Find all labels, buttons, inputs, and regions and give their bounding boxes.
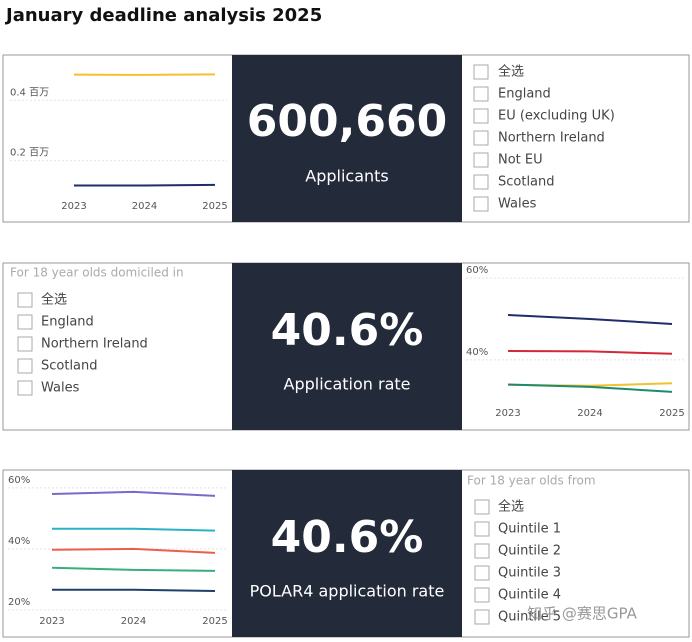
checkbox[interactable] — [17, 380, 33, 396]
x-tick-label: 2024 — [577, 408, 602, 419]
filter-option[interactable]: Wales — [41, 381, 80, 396]
filter-option[interactable]: Quintile 4 — [498, 588, 561, 603]
checkbox[interactable] — [473, 152, 489, 168]
x-tick-label: 2025 — [202, 616, 227, 627]
checkbox[interactable] — [474, 543, 490, 559]
filter-option[interactable]: England — [41, 315, 94, 330]
filter-option[interactable]: Northern Ireland — [41, 337, 148, 352]
line — [73, 73, 216, 76]
checkbox[interactable] — [473, 86, 489, 102]
filter-option[interactable]: Quintile 5 — [498, 610, 561, 625]
x-tick-label: 2025 — [202, 201, 227, 212]
page-title: January deadline analysis 2025 — [4, 5, 322, 26]
y-tick-label: 20% — [8, 597, 30, 608]
x-tick-label: 2023 — [495, 408, 520, 419]
checkbox[interactable] — [473, 64, 489, 80]
y-tick-label: 40% — [8, 536, 30, 547]
y-tick-label: 0.4 百万 — [10, 86, 49, 98]
x-tick-label: 2024 — [121, 616, 146, 627]
checkbox[interactable] — [474, 521, 490, 537]
checkbox[interactable] — [474, 499, 490, 515]
filter-option[interactable]: 全选 — [498, 64, 524, 80]
checkbox[interactable] — [474, 609, 490, 625]
filter-option[interactable]: Quintile 1 — [498, 522, 561, 537]
kpi-card — [232, 470, 462, 637]
checkbox[interactable] — [474, 565, 490, 581]
kpi-value: 40.6% — [271, 512, 424, 563]
kpi-card — [232, 263, 462, 430]
y-tick-label: 0.2 百万 — [10, 147, 49, 159]
checkbox[interactable] — [473, 174, 489, 190]
x-tick-label: 2025 — [659, 408, 684, 419]
checkbox[interactable] — [17, 292, 33, 308]
checkbox[interactable] — [473, 196, 489, 212]
kpi-label: Application rate — [284, 375, 411, 394]
filter-header: For 18 year olds from — [467, 474, 596, 488]
line — [507, 349, 673, 355]
filter-option[interactable]: 全选 — [41, 292, 67, 308]
y-tick-label: 60% — [8, 475, 30, 486]
filter-option[interactable]: Northern Ireland — [498, 131, 605, 146]
filter-option[interactable]: Quintile 2 — [498, 544, 561, 559]
filter-option[interactable]: Not EU — [498, 153, 543, 168]
filter-option[interactable]: Quintile 3 — [498, 566, 561, 581]
kpi-label: Applicants — [305, 167, 389, 186]
kpi-card — [232, 55, 462, 222]
line — [51, 490, 216, 497]
line — [51, 566, 216, 572]
line — [74, 183, 216, 187]
filter-option[interactable]: England — [498, 87, 551, 102]
checkbox[interactable] — [473, 108, 489, 124]
line — [51, 547, 216, 554]
checkbox[interactable] — [17, 336, 33, 352]
checkbox[interactable] — [474, 587, 490, 603]
y-tick-label: 60% — [466, 265, 488, 276]
kpi-label: POLAR4 application rate — [250, 582, 445, 601]
filter-option[interactable]: Scotland — [498, 175, 555, 190]
filter-option[interactable]: Scotland — [41, 359, 98, 374]
line — [52, 588, 216, 592]
x-tick-label: 2024 — [132, 201, 157, 212]
kpi-value: 600,660 — [247, 96, 447, 147]
watermark: 知乎 @赛思GPA — [527, 605, 637, 623]
filter-option[interactable]: Wales — [498, 197, 537, 212]
checkbox[interactable] — [17, 358, 33, 374]
checkbox[interactable] — [17, 314, 33, 330]
x-tick-label: 2023 — [39, 616, 64, 627]
y-tick-label: 40% — [466, 347, 488, 358]
x-tick-label: 2023 — [61, 201, 86, 212]
filter-option[interactable]: EU (excluding UK) — [498, 109, 615, 124]
kpi-value: 40.6% — [271, 305, 424, 356]
line — [507, 383, 673, 393]
filter-header: For 18 year olds domiciled in — [10, 266, 184, 280]
checkbox[interactable] — [473, 130, 489, 146]
line — [52, 527, 216, 532]
filter-option[interactable]: 全选 — [498, 499, 524, 515]
line — [507, 313, 673, 325]
